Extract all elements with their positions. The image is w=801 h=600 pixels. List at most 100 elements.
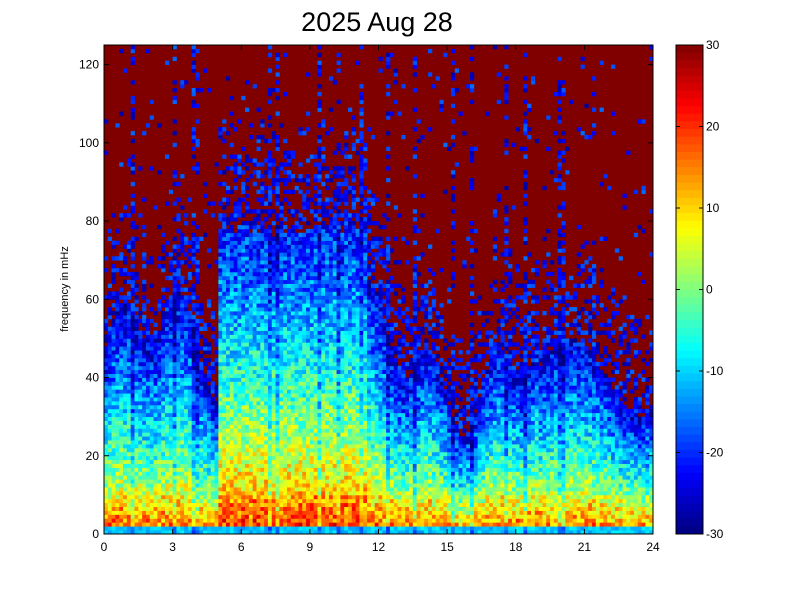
heatmap-cell [126, 357, 132, 363]
heatmap-cell [115, 518, 120, 523]
heatmap-cell [248, 377, 254, 382]
heatmap-cell [218, 330, 223, 335]
heatmap-cell [290, 174, 296, 179]
heatmap-cell [214, 350, 219, 355]
heatmap-cell [325, 432, 330, 437]
heatmap-cell [325, 326, 330, 331]
heatmap-cell [241, 389, 246, 394]
heatmap-cell [153, 373, 158, 378]
heatmap-cell [119, 213, 124, 218]
heatmap-cell [161, 393, 166, 398]
heatmap-cell [199, 326, 204, 331]
heatmap-cell [157, 412, 162, 418]
heatmap-cell [313, 389, 318, 394]
heatmap-cell [332, 420, 337, 425]
heatmap-cell [145, 123, 151, 128]
heatmap-cell [287, 494, 292, 500]
heatmap-cell [138, 467, 143, 472]
heatmap-cell [302, 295, 307, 300]
heatmap-cell [275, 111, 280, 116]
heatmap-cell [237, 314, 242, 320]
heatmap-cell [195, 514, 200, 519]
heatmap-cell [313, 162, 318, 167]
heatmap-cell [294, 369, 299, 375]
heatmap-cell [138, 487, 143, 492]
heatmap-cell [176, 217, 181, 222]
heatmap-cell [283, 162, 288, 167]
heatmap-cell [275, 506, 280, 511]
heatmap-cell [248, 440, 254, 445]
heatmap-cell [279, 428, 284, 433]
heatmap-cell [344, 471, 349, 476]
heatmap-cell [126, 279, 132, 285]
heatmap-cell [195, 459, 200, 464]
heatmap-cell [252, 295, 257, 300]
heatmap-cell [157, 338, 162, 343]
heatmap-cell [172, 56, 177, 62]
heatmap-cell [287, 334, 292, 339]
heatmap-cell [237, 530, 242, 535]
heatmap-cell [180, 510, 185, 515]
heatmap-cell [161, 463, 166, 468]
heatmap-cell [306, 314, 311, 320]
heatmap-cell [264, 193, 269, 198]
heatmap-cell [134, 514, 139, 519]
heatmap-cell [332, 271, 337, 277]
heatmap-cell [161, 467, 166, 472]
heatmap-cell [104, 373, 109, 378]
heatmap-cell [241, 365, 246, 371]
heatmap-cell [134, 334, 139, 339]
heatmap-cell [218, 451, 223, 457]
heatmap-cell [325, 369, 330, 375]
heatmap-cell [344, 424, 349, 429]
heatmap-cell [298, 404, 303, 410]
heatmap-cell [165, 299, 170, 304]
heatmap-cell [115, 408, 120, 414]
heatmap-cell [321, 487, 326, 492]
heatmap-cell [271, 404, 276, 410]
heatmap-cell [233, 506, 238, 511]
heatmap-cell [203, 420, 208, 425]
heatmap-cell [180, 416, 185, 421]
heatmap-cell [233, 275, 238, 281]
heatmap-cell [172, 45, 177, 50]
heatmap-cell [260, 224, 265, 230]
heatmap-cell [325, 428, 330, 433]
heatmap-cell [275, 350, 280, 355]
heatmap-cell [115, 440, 120, 445]
heatmap-cell [279, 346, 284, 351]
heatmap-cell [271, 397, 276, 402]
heatmap-cell [245, 444, 250, 449]
heatmap-cell [309, 244, 315, 249]
heatmap-cell [248, 357, 254, 363]
heatmap-cell [180, 311, 185, 316]
heatmap-cell [218, 267, 223, 273]
heatmap-cell [229, 436, 235, 441]
heatmap-cell [317, 342, 322, 347]
heatmap-cell [184, 397, 189, 402]
heatmap-cell [302, 463, 307, 468]
heatmap-cell [317, 311, 322, 316]
heatmap-cell [248, 350, 254, 355]
heatmap-cell [172, 400, 177, 406]
heatmap-cell [222, 240, 227, 245]
heatmap-cell [309, 365, 315, 371]
heatmap-cell [336, 502, 341, 508]
heatmap-cell [264, 424, 269, 429]
heatmap-cell [142, 303, 147, 308]
heatmap-cell [256, 440, 261, 445]
heatmap-cell [134, 444, 139, 449]
heatmap-cell [260, 381, 265, 386]
heatmap-cell [325, 404, 330, 410]
heatmap-cell [271, 236, 276, 241]
heatmap-cell [157, 526, 162, 531]
heatmap-cell [302, 354, 307, 359]
heatmap-cell [130, 107, 135, 112]
heatmap-cell [172, 412, 177, 418]
heatmap-cell [256, 420, 261, 425]
heatmap-cell [104, 530, 109, 535]
heatmap-cell [203, 381, 208, 386]
heatmap-cell [306, 318, 311, 324]
heatmap-cell [130, 279, 135, 285]
heatmap-cell [241, 436, 246, 441]
